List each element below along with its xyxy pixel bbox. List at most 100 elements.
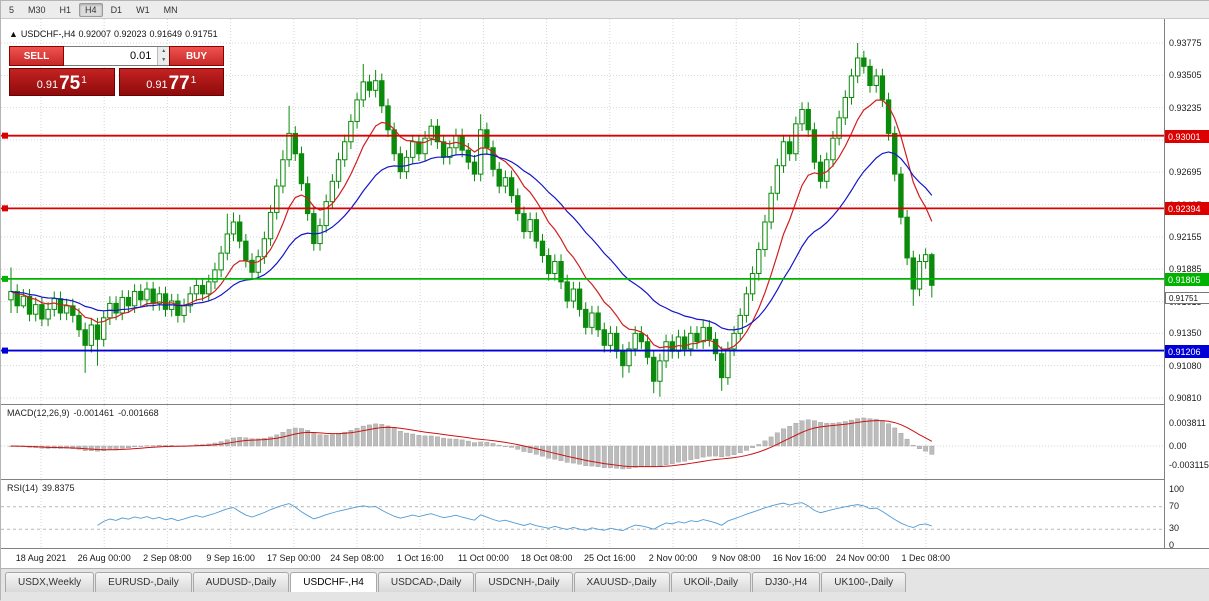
timeframe-button-d1[interactable]: D1 [110,4,123,15]
time-axis-label: 2 Nov 00:00 [648,553,698,563]
volume-spinner: ▲ ▼ [157,47,169,65]
time-axis-label: 2 Sep 08:00 [143,553,192,563]
rsi-chart-canvas[interactable] [1,480,1164,549]
macd-indicator-panel[interactable]: MACD(12,26,9) -0.001461 -0.001668 [1,404,1164,479]
bottom-status-strip [1,592,1209,601]
time-axis-label: 1 Oct 16:00 [396,553,444,563]
chart-tab[interactable]: DJ30-,H4 [752,572,821,592]
buy-price-pip: 1 [190,75,197,86]
hline-price-label: 0.93001 [1165,129,1209,143]
chart-tab[interactable]: UK100-,Daily [821,572,907,592]
horizontal-lines-layer [1,132,1164,354]
time-axis-label: 24 Nov 00:00 [835,553,890,563]
macd-signal-line [10,420,933,468]
time-axis-label: 9 Nov 08:00 [711,553,761,563]
hline-price-label: 0.92394 [1165,202,1209,216]
moving-averages-layer [10,99,933,350]
rsi-label: RSI(14) [7,483,39,493]
price-tick-label: 0.92695 [1169,167,1202,178]
chart-tab[interactable]: AUDUSD-,Daily [192,572,290,592]
main-chart-panel[interactable]: ▲ USDCHF-,H4 0.92007 0.92023 0.91649 0.91751 … [1,19,1164,404]
sell-price-box[interactable]: 0.91 75 1 [9,68,115,96]
time-axis-label: 9 Sep 16:00 [206,553,255,563]
price-tick-label: 0.93235 [1169,102,1202,113]
bar-direction-icon: ▲ [9,29,18,39]
macd-value-2: -0.001668 [118,408,159,418]
sell-price-pip: 1 [81,75,87,86]
price-tick-label: 0.93775 [1169,38,1202,48]
price-tick-label: 0.93505 [1169,70,1202,81]
price-tick-label: 0.92155 [1169,231,1202,242]
ohlc-header: ▲ USDCHF-,H4 0.92007 0.92023 0.91649 0.91751 [9,29,221,39]
macd-tick-label: 0.00 [1169,441,1187,451]
chart-tab[interactable]: UKOil-,Daily [670,572,752,592]
timeframe-button-5[interactable]: 5 [9,4,15,15]
price-axis[interactable]: 0.937750.935050.932350.929650.926950.924… [1164,19,1209,550]
chart-tab[interactable]: USDCHF-,H4 [290,572,377,592]
timeframe-toolbar: 5 M30 H1 H4 D1 W1 MN [1,1,1209,19]
hline-price-label: 0.91206 [1165,344,1209,358]
macd-header: MACD(12,26,9) -0.001461 -0.001668 [7,408,163,418]
timeframe-button-mn[interactable]: MN [163,4,178,15]
volume-field-wrap: ▲ ▼ [64,46,169,66]
ohlc-high: 0.92023 [113,29,147,39]
rsi-indicator-panel[interactable]: RSI(14) 39.8375 [1,479,1164,549]
buy-price-main: 77 [168,73,190,94]
chart-tab[interactable]: XAUUSD-,Daily [573,572,670,592]
time-axis[interactable]: 18 Aug 2021 26 Aug 00:00 2 Sep 08:00 9 Sep … [1,548,1209,568]
rsi-tick-label: 0 [1169,540,1175,550]
rsi-tick-label: 70 [1169,500,1180,511]
rsi-tick-label: 100 [1169,484,1185,494]
price-tick-label: 0.91080 [1169,360,1202,371]
buy-price-prefix: 0.91 [146,79,168,91]
timeframe-button-h1[interactable]: H1 [59,4,72,15]
candles-layer [8,43,935,397]
rsi-header: RSI(14) 39.8375 [7,483,79,493]
chart-tab[interactable]: USDCAD-,Daily [377,572,475,592]
macd-chart-canvas[interactable] [1,405,1164,479]
sell-price-main: 75 [59,73,81,94]
sell-price-prefix: 0.91 [36,79,59,91]
chart-tab[interactable]: USDX,Weekly [5,572,95,592]
price-tick-label: 0.90810 [1169,393,1202,403]
macd-grid-layer [1,405,1164,479]
volume-spin-down-icon[interactable]: ▼ [158,56,169,65]
rsi-value: 39.8375 [42,483,75,493]
chart-tab-bar: USDX,Weekly EURUSD-,Daily AUDUSD-,Daily USD… [1,568,1209,592]
buy-price-box[interactable]: 0.91 77 1 [118,68,224,96]
timeframe-button-m30[interactable]: M30 [28,4,46,15]
time-axis-label: 24 Sep 08:00 [330,553,384,563]
ohlc-open: 0.92007 [78,29,111,39]
time-axis-label: 18 Aug 2021 [15,553,67,563]
time-axis-label: 17 Sep 00:00 [267,553,321,563]
candlestick-chart-canvas[interactable] [1,19,1164,404]
chart-tab[interactable]: EURUSD-,Daily [95,572,192,592]
volume-spin-up-icon[interactable]: ▲ [158,47,169,56]
timeframe-button-h4[interactable]: H4 [79,2,103,17]
rsi-tick-label: 30 [1169,523,1180,534]
macd-tick-label: -0.003115 [1169,460,1209,471]
price-tick-label: 0.91885 [1169,264,1202,275]
sell-button[interactable]: SELL [9,46,64,66]
rsi-grid-layer [1,480,1164,549]
time-axis-label: 11 Oct 00:00 [457,553,509,563]
timeframe-button-w1[interactable]: W1 [136,4,150,15]
ohlc-close: 0.91751 [185,29,218,39]
current-price-label: 0.91751 [1165,292,1209,305]
macd-histogram-layer [8,417,935,470]
time-axis-label: 1 Dec 08:00 [901,553,951,563]
macd-tick-label: 0.003811 [1169,417,1206,428]
buy-button[interactable]: BUY [169,46,224,66]
macd-value-1: -0.001461 [73,408,115,418]
time-axis-label: 18 Oct 08:00 [520,553,573,563]
time-axis-label: 25 Oct 16:00 [584,553,636,563]
one-click-trading-panel: SELL ▲ ▼ BUY 0.91 75 1 0.91 [9,46,224,96]
grid-layer [1,19,1164,404]
rsi-line [97,502,932,532]
price-tick-label: 0.91350 [1169,328,1202,339]
volume-input[interactable] [64,47,158,65]
time-axis-label: 16 Nov 16:00 [772,553,827,563]
chart-tab[interactable]: USDCNH-,Daily [475,572,573,592]
symbol-title: USDCHF-,H4 [20,29,76,39]
